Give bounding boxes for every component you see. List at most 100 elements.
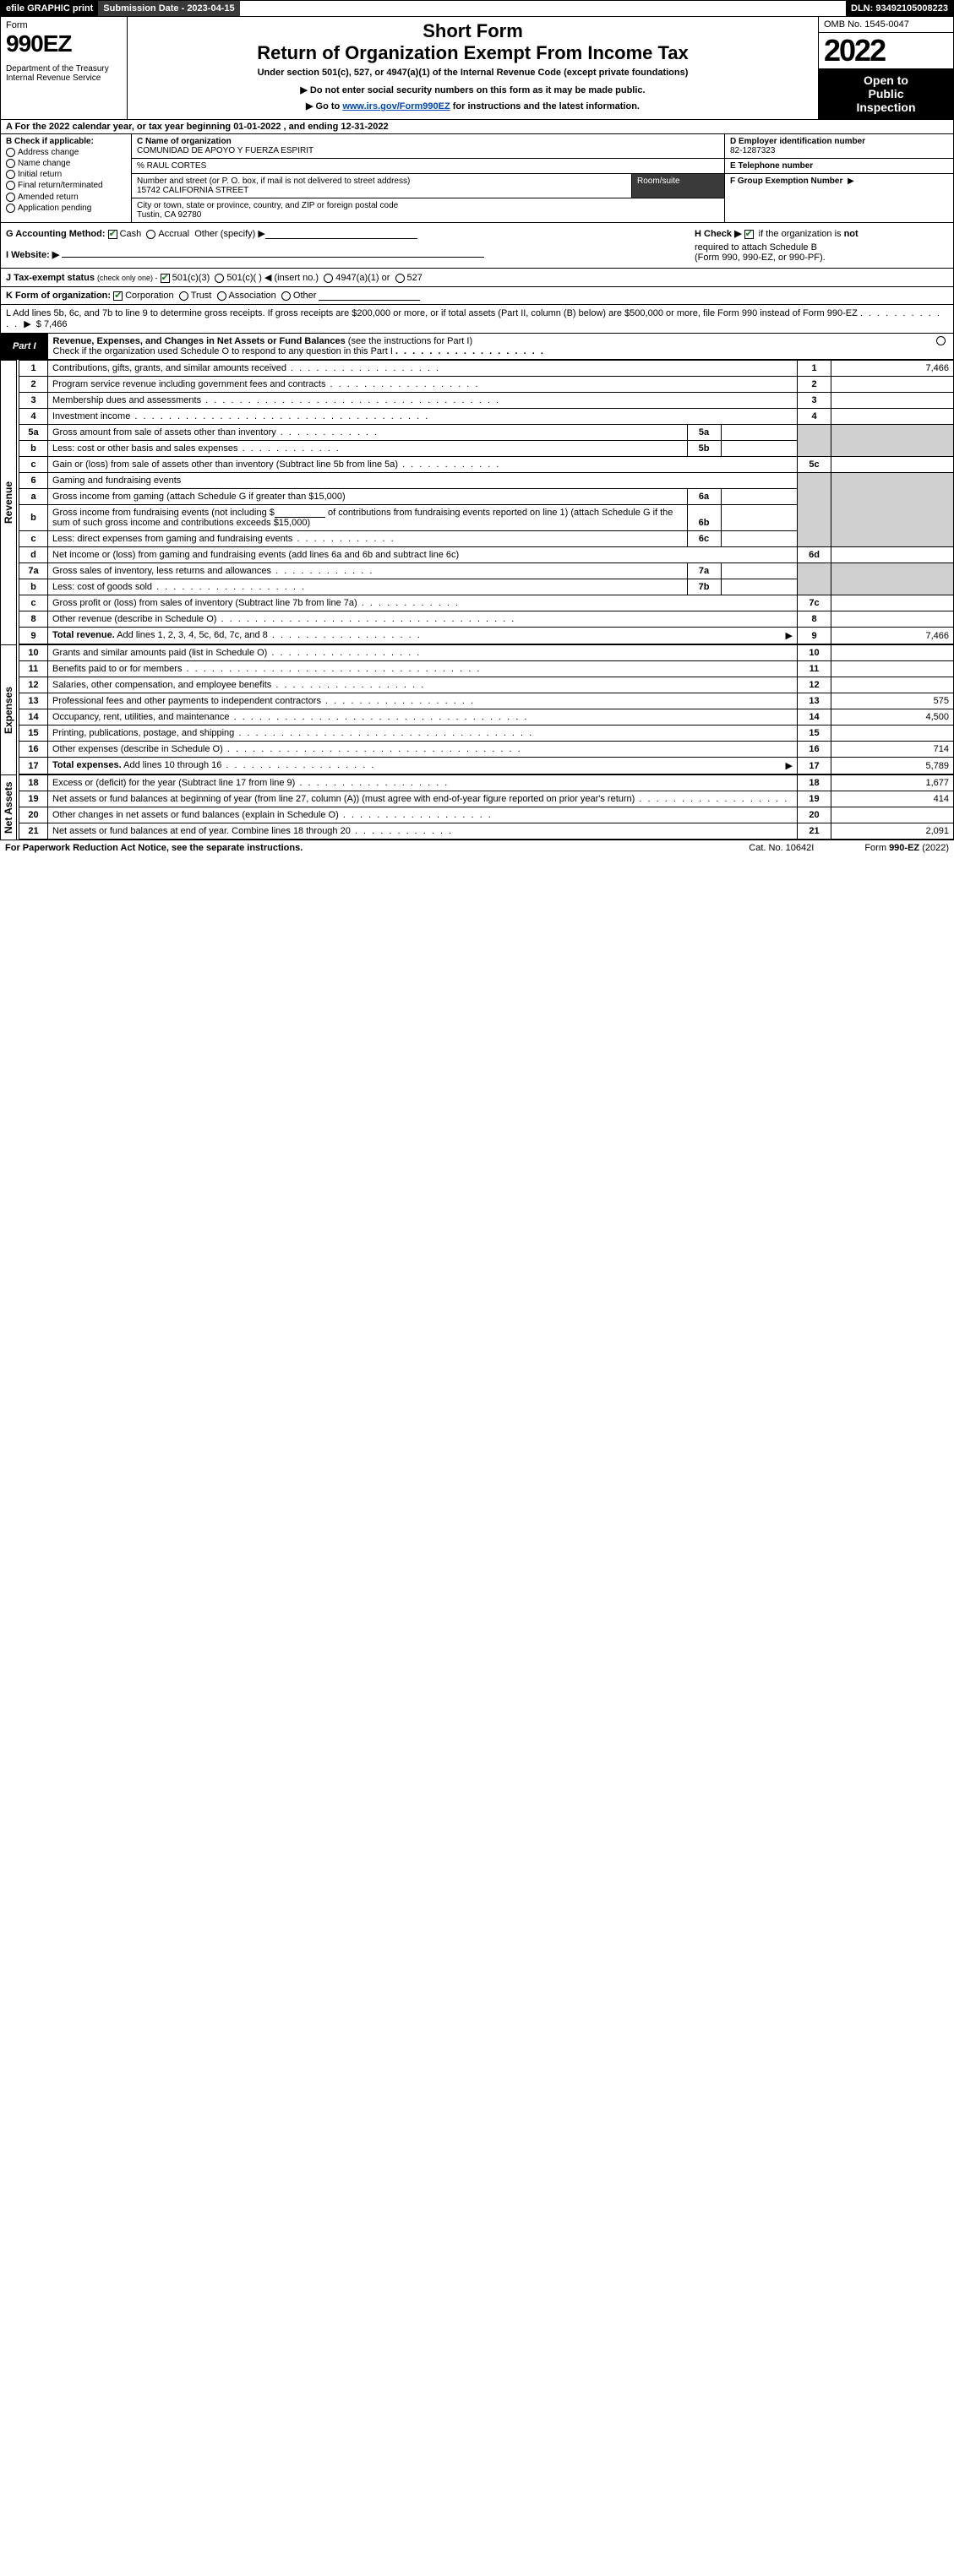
h-text4: (Form 990, 990-EZ, or 990-PF). (695, 253, 948, 263)
col-b: B Check if applicable: Address change Na… (1, 134, 132, 222)
line-14: 14Occupancy, rent, utilities, and mainte… (19, 709, 954, 726)
b-initial-return[interactable]: Initial return (6, 170, 126, 179)
line-3: 3Membership dues and assessments3 (19, 393, 954, 409)
g-other-input[interactable] (265, 229, 417, 239)
bcdef-block: B Check if applicable: Address change Na… (0, 134, 954, 223)
website-input[interactable] (62, 247, 484, 258)
page-footer: For Paperwork Reduction Act Notice, see … (0, 840, 954, 856)
b-name-change[interactable]: Name change (6, 159, 126, 168)
f-arrow: ▶ (848, 177, 854, 186)
line-6: 6Gaming and fundraising events (19, 473, 954, 489)
j-label: J Tax-exempt status (6, 273, 95, 283)
k-trust-radio[interactable] (179, 291, 188, 301)
open-l1: Open to (822, 73, 950, 87)
h-text2: if the organization is (759, 229, 844, 239)
g-cash: Cash (120, 229, 142, 239)
g-accrual-radio[interactable] (146, 230, 155, 239)
revenue-section: Revenue 1Contributions, gifts, grants, a… (0, 360, 954, 644)
e-label: E Telephone number (730, 161, 948, 171)
short-form-title: Short Form (133, 20, 813, 42)
goto-post: for instructions and the latest informat… (453, 101, 640, 111)
submission-date: Submission Date - 2023-04-15 (98, 1, 239, 16)
revenue-vlabel: Revenue (0, 360, 17, 644)
city-value: Tustin, CA 92780 (137, 210, 719, 220)
amt-19: 414 (831, 791, 954, 807)
part1-title: Revenue, Expenses, and Changes in Net As… (48, 334, 953, 359)
top-bar: efile GRAPHIC print Submission Date - 20… (0, 0, 954, 17)
g-cash-checkbox[interactable] (108, 230, 117, 239)
form-header: Form 990EZ Department of the Treasury In… (0, 17, 954, 120)
line-13: 13Professional fees and other payments t… (19, 693, 954, 709)
org-name: COMUNIDAD DE APOYO Y FUERZA ESPIRIT (137, 146, 719, 155)
line-5c: cGain or (loss) from sale of assets othe… (19, 457, 954, 473)
line-a: A For the 2022 calendar year, or tax yea… (0, 120, 954, 134)
j-501c3-checkbox[interactable] (161, 274, 170, 283)
line-7a: 7aGross sales of inventory, less returns… (19, 563, 954, 579)
part1-tab: Part I (1, 334, 48, 359)
care-of: % RAUL CORTES (132, 159, 724, 174)
title-block: Short Form Return of Organization Exempt… (128, 17, 818, 119)
h-checkbox[interactable] (744, 230, 754, 239)
b-application-pending[interactable]: Application pending (6, 204, 126, 213)
paperwork-notice: For Paperwork Reduction Act Notice, see … (5, 843, 303, 853)
form-ref: Form 990-EZ (2022) (864, 843, 949, 853)
h-block: H Check ▶ if the organization is not req… (695, 228, 948, 263)
line-l: L Add lines 5b, 6c, and 7b to line 9 to … (0, 305, 954, 334)
d-label: D Employer identification number (730, 137, 948, 146)
j-4947-radio[interactable] (324, 274, 333, 283)
dln: DLN: 93492105008223 (846, 1, 953, 16)
dept-treasury: Department of the Treasury (6, 64, 122, 73)
c-name-label: C Name of organization (137, 137, 719, 146)
form-word: Form (6, 20, 122, 30)
k-assoc-radio[interactable] (217, 291, 226, 301)
line-5a: 5aGross amount from sale of assets other… (19, 425, 954, 441)
h-not: not (844, 229, 859, 239)
line-16: 16Other expenses (describe in Schedule O… (19, 742, 954, 758)
amt-14: 4,500 (831, 709, 954, 726)
j-501c-radio[interactable] (215, 274, 224, 283)
numstreet-label: Number and street (or P. O. box, if mail… (137, 177, 626, 186)
b-address-change[interactable]: Address change (6, 148, 126, 157)
line-18: 18Excess or (deficit) for the year (Subt… (19, 775, 954, 791)
k-o3: Association (229, 291, 276, 301)
omb-number: OMB No. 1545-0047 (819, 17, 953, 33)
k-o2: Trust (191, 291, 212, 301)
k-o1: Corporation (125, 291, 173, 301)
line-19: 19Net assets or fund balances at beginni… (19, 791, 954, 807)
b-amended[interactable]: Amended return (6, 193, 126, 202)
k-corp-checkbox[interactable] (113, 291, 123, 301)
return-title: Return of Organization Exempt From Incom… (133, 42, 813, 64)
b-label: B Check if applicable: (6, 137, 126, 146)
k-label: K Form of organization: (6, 291, 111, 301)
line-17: 17Total expenses. Add lines 10 through 1… (19, 758, 954, 774)
line-12: 12Salaries, other compensation, and empl… (19, 677, 954, 693)
efile-print-button[interactable]: efile GRAPHIC print (1, 1, 98, 16)
irs-label: Internal Revenue Service (6, 73, 122, 83)
l-text: L Add lines 5b, 6c, and 7b to line 9 to … (6, 308, 858, 318)
line-8: 8Other revenue (describe in Schedule O)8 (19, 611, 954, 628)
line-4: 4Investment income4 (19, 409, 954, 425)
k-other-radio[interactable] (281, 291, 291, 301)
tax-year: 2022 (819, 33, 953, 68)
line-7c: cGross profit or (loss) from sales of in… (19, 595, 954, 611)
k-other-input[interactable] (319, 291, 420, 301)
amt-1: 7,466 (831, 361, 954, 377)
b-final-return[interactable]: Final return/terminated (6, 181, 126, 190)
g-accrual: Accrual (158, 229, 189, 239)
line-6d: dNet income or (loss) from gaming and fu… (19, 547, 954, 563)
amt-18: 1,677 (831, 775, 954, 791)
part1-check[interactable] (936, 336, 946, 345)
open-public-badge: Open to Public Inspection (819, 68, 953, 119)
g-other: Other (specify) ▶ (194, 229, 265, 239)
form-number-block: Form 990EZ Department of the Treasury In… (1, 17, 128, 119)
line-10: 10Grants and similar amounts paid (list … (19, 645, 954, 661)
l-amount: $ 7,466 (36, 319, 68, 329)
f-label: F Group Exemption Number (730, 177, 842, 186)
row-ghi: G Accounting Method: Cash Accrual Other … (0, 223, 954, 269)
part1-check-text: Check if the organization used Schedule … (53, 346, 393, 356)
j-527-radio[interactable] (395, 274, 405, 283)
irs-link[interactable]: www.irs.gov/Form990EZ (342, 101, 450, 111)
j-o3: 4947(a)(1) or (335, 273, 390, 283)
line-k: K Form of organization: Corporation Trus… (0, 287, 954, 305)
part1-header: Part I Revenue, Expenses, and Changes in… (0, 334, 954, 360)
